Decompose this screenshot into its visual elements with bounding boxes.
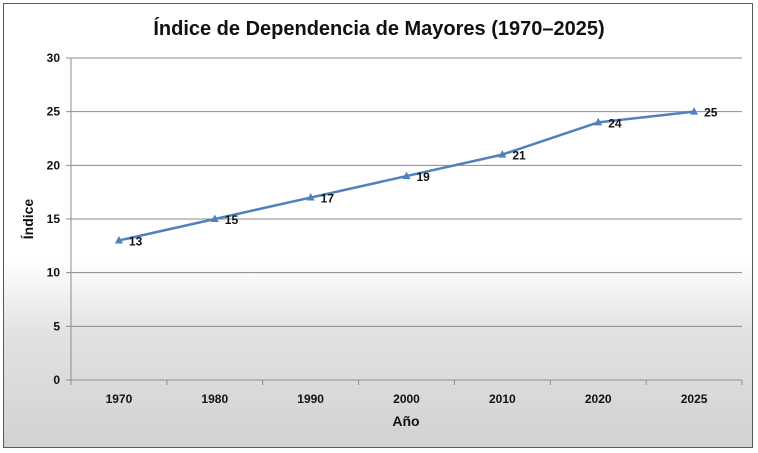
y-tick-labels: 0 5 10 15 20 25 30 [47,51,61,387]
x-tick-label: 2010 [489,392,516,406]
y-tick-label: 10 [47,266,61,280]
y-tick-label: 0 [53,373,60,387]
x-tick-labels: 1970 1980 1990 2000 2010 2020 2025 [106,392,708,406]
chart-title: Índice de Dependencia de Mayores (1970–2… [153,17,604,40]
x-tick-label: 2000 [393,392,420,406]
data-point-marker [210,214,219,222]
chart-frame [3,3,753,448]
data-label: 25 [704,106,718,120]
data-point-marker [690,107,699,115]
x-tick-label: 2020 [585,392,612,406]
data-point-marker [594,117,603,126]
x-axis-label: Año [392,413,419,429]
gridlines [71,57,742,327]
data-label: 24 [608,116,622,130]
x-tick-label: 1990 [297,392,324,406]
y-tick-label: 20 [47,158,61,172]
data-label: 17 [321,192,335,206]
data-labels: 13 15 17 19 21 24 25 [129,106,718,249]
x-tick-label: 1970 [106,392,133,406]
y-tick-label: 25 [47,105,61,119]
y-tick-label: 30 [47,51,61,65]
x-tick-label: 2025 [681,392,708,406]
data-label: 13 [129,234,143,248]
data-point-marker [114,235,123,244]
y-axis-label: Índice [20,199,36,240]
data-point-marker [306,193,315,201]
y-tick-label: 5 [53,319,60,333]
data-point-marker [498,150,507,158]
y-tick-label: 15 [47,212,61,226]
data-label: 21 [512,149,526,163]
data-point-marker [402,171,411,180]
series-group [114,107,699,244]
x-tick-label: 1980 [201,392,228,406]
axes [66,57,743,385]
data-label: 19 [417,170,431,184]
data-label: 15 [225,213,239,227]
